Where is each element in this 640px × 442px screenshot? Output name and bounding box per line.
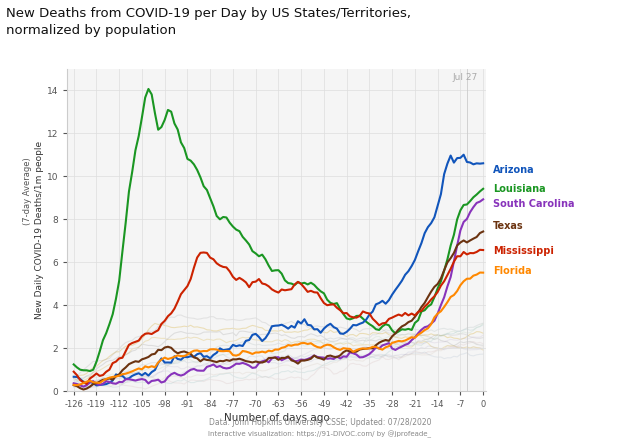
Text: Mississippi: Mississippi: [493, 246, 554, 256]
Text: Texas: Texas: [493, 221, 524, 231]
Text: Florida: Florida: [493, 266, 532, 276]
Text: New Deaths from COVID-19 per Day by US States/Territories,: New Deaths from COVID-19 per Day by US S…: [6, 7, 412, 19]
Text: Interactive visualization: https://91-DIVOC.com/ by @jprofeade_: Interactive visualization: https://91-DI…: [209, 431, 431, 438]
Text: Data: John Hopkins University CSSE; Updated: 07/28/2020: Data: John Hopkins University CSSE; Upda…: [209, 418, 431, 427]
Text: normalized by population: normalized by population: [6, 24, 177, 37]
Text: Jul 27: Jul 27: [452, 73, 478, 82]
Y-axis label: New Daily COVID-19 Deaths/1m people: New Daily COVID-19 Deaths/1m people: [35, 141, 44, 319]
Text: Arizona: Arizona: [493, 164, 535, 175]
Text: Louisiana: Louisiana: [493, 184, 546, 194]
X-axis label: Number of days ago: Number of days ago: [224, 413, 330, 423]
Text: (7-day Average): (7-day Average): [23, 157, 32, 225]
Text: South Carolina: South Carolina: [493, 199, 575, 209]
